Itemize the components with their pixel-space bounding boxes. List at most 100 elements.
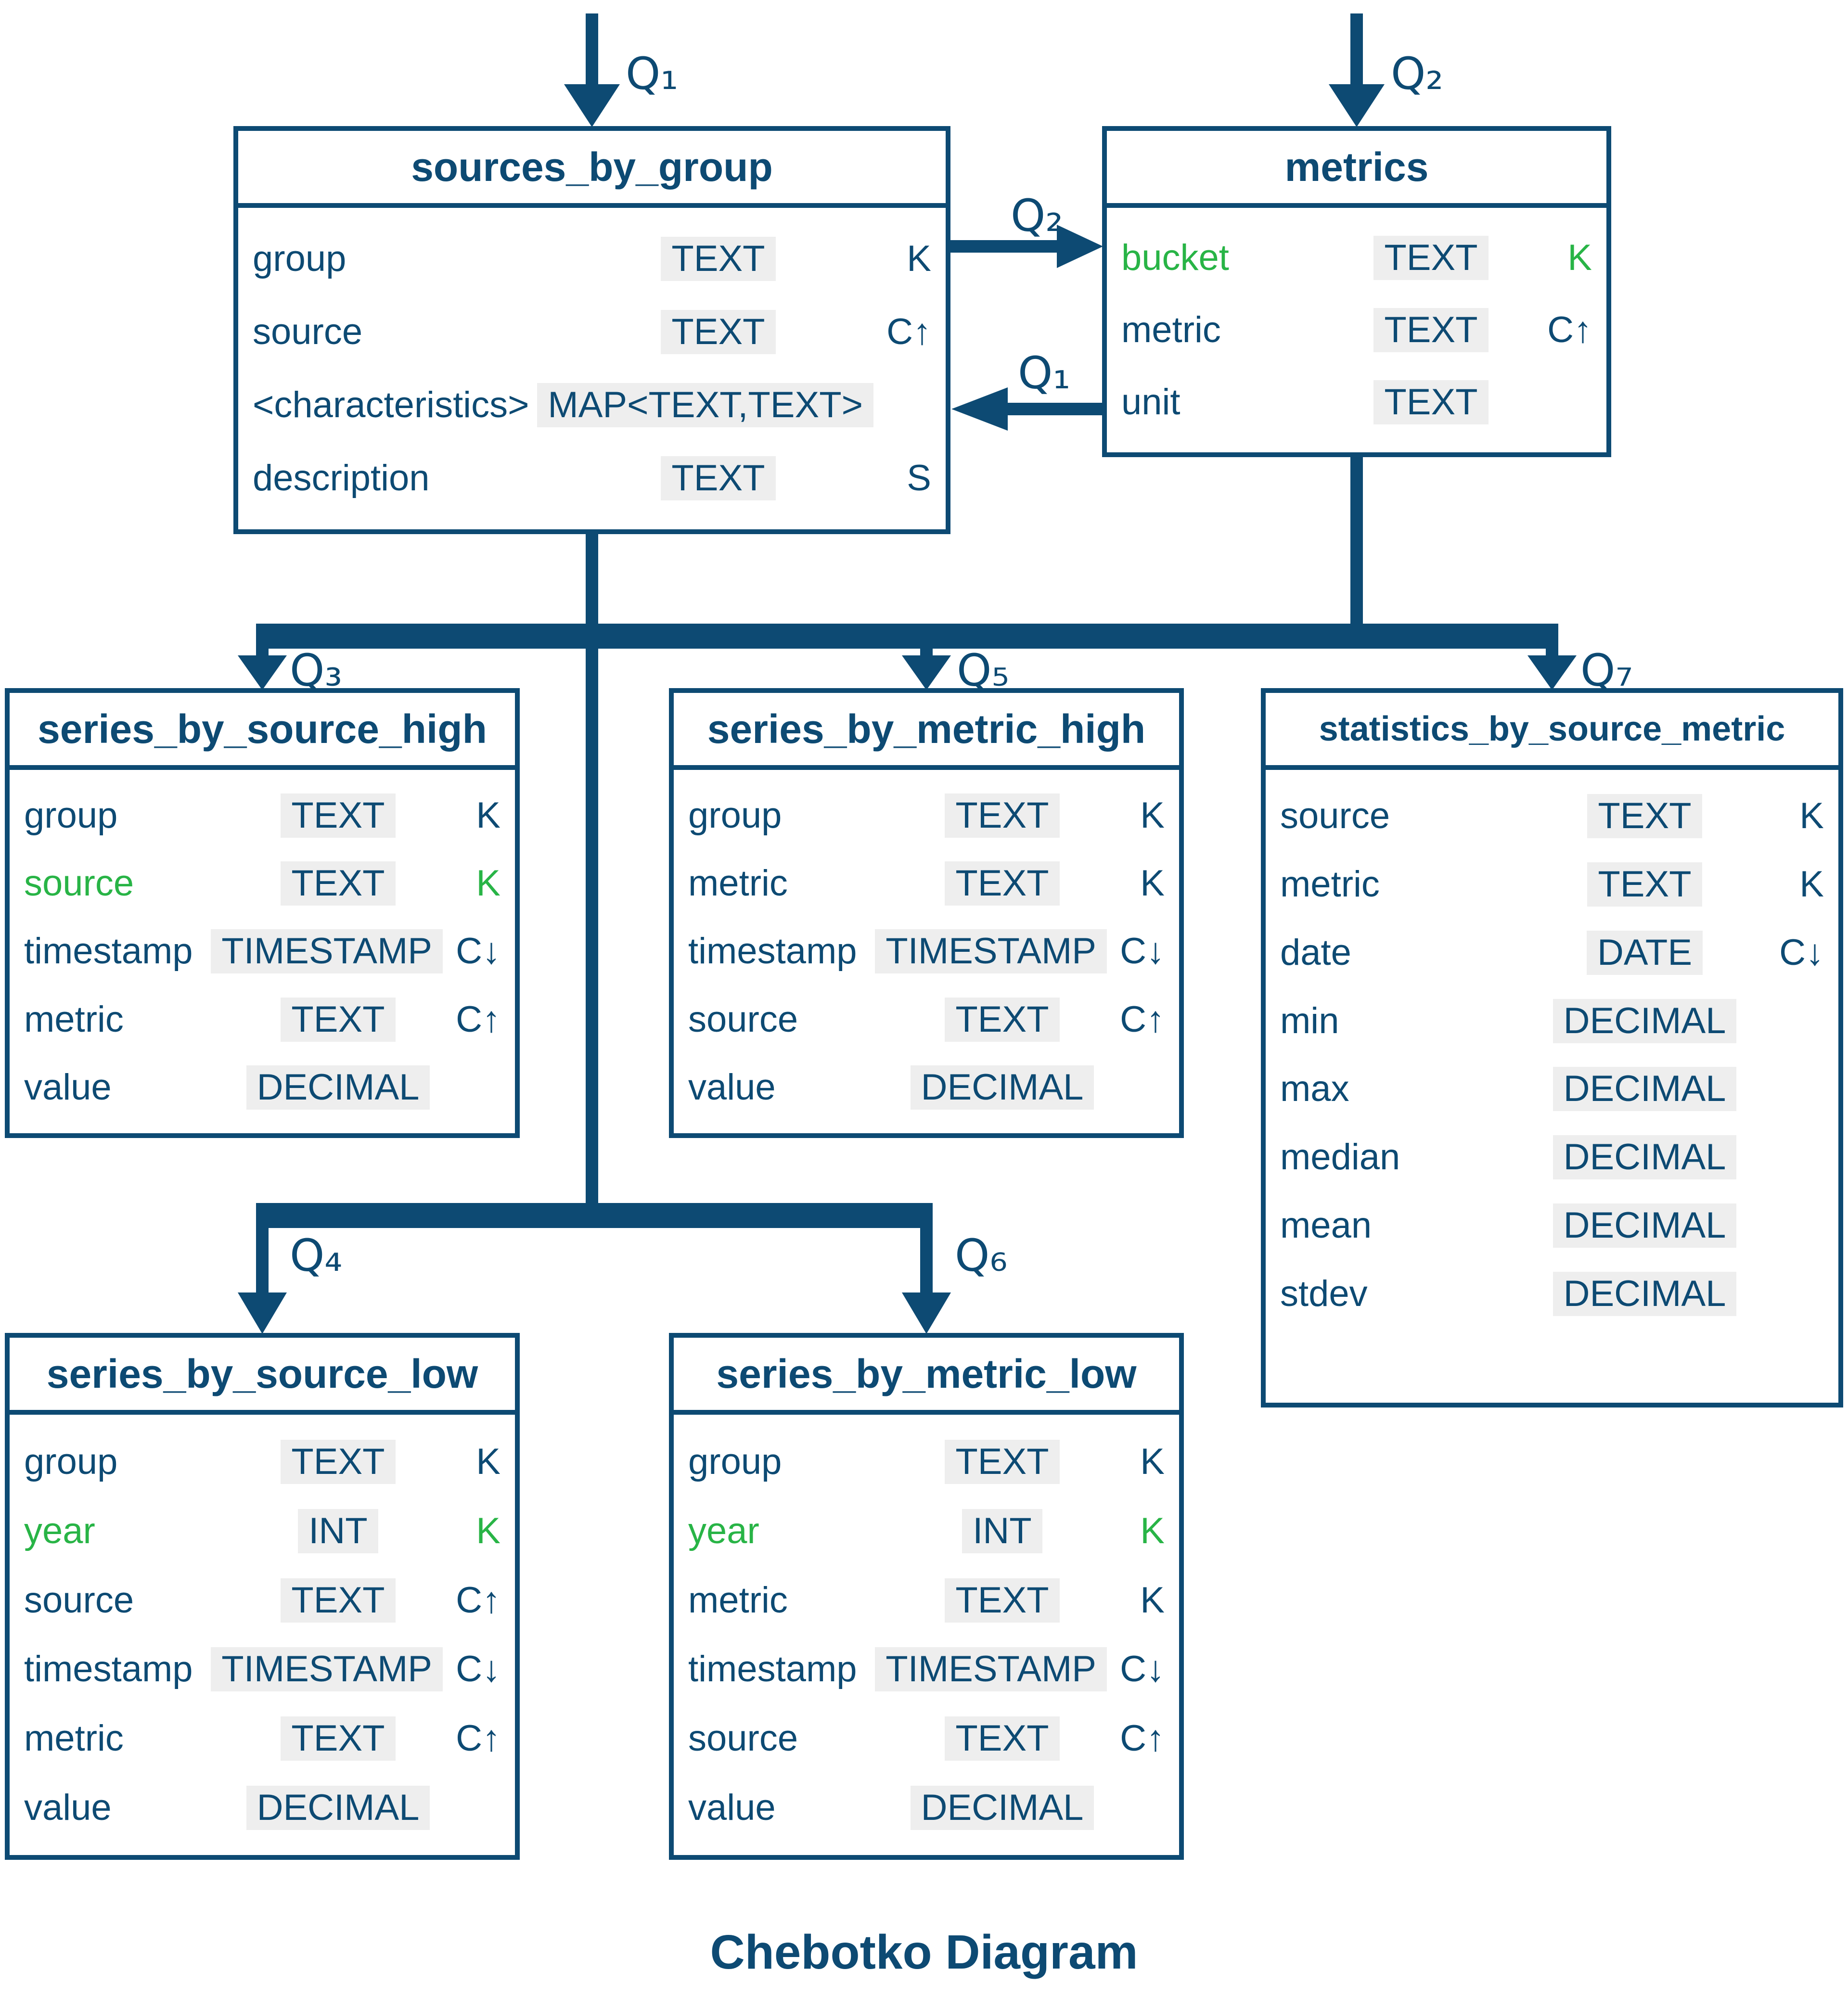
field-type: DECIMAL — [1523, 1272, 1766, 1316]
field-type: TEXT — [233, 997, 443, 1042]
field-type-chip: TEXT — [281, 861, 396, 906]
field-name: source — [253, 311, 363, 352]
field-type-chip: TEXT — [281, 997, 396, 1042]
field-type: TEXT — [898, 1439, 1107, 1484]
field-name: unit — [1121, 382, 1181, 422]
q7-arrow — [1527, 649, 1577, 690]
field-type: INT — [233, 1509, 443, 1553]
field-name: metric — [24, 1718, 124, 1759]
field-type-chip: DECIMAL — [1553, 1135, 1737, 1180]
field-row-group: group TEXT K — [674, 1439, 1179, 1484]
table-fields: group TEXT K source TEXT C↑ <characteristics> M… — [238, 208, 946, 529]
field-row-timestamp: timestamp TIMESTAMP C↓ — [674, 929, 1179, 974]
field-name: timestamp — [688, 1649, 857, 1690]
field-type: DECIMAL — [898, 1786, 1107, 1830]
field-type: TEXT — [563, 237, 873, 281]
field-row-timestamp: timestamp TIMESTAMP C↓ — [10, 1647, 515, 1692]
label-q7: Q₇ — [1580, 645, 1633, 696]
field-row-value: value DECIMAL — [674, 1065, 1179, 1110]
field-key-indicator: C↓ — [1779, 932, 1824, 973]
field-type: TEXT — [1523, 793, 1766, 838]
field-row-metric: metric TEXT K — [1266, 862, 1838, 907]
field-key-indicator: K — [476, 1441, 500, 1482]
field-type-chip: TEXT — [1587, 793, 1702, 838]
q1-cross-arrow — [951, 387, 1102, 431]
field-type-chip: TEXT — [945, 1716, 1060, 1761]
field-key-indicator: K — [476, 1510, 500, 1551]
field-name: timestamp — [688, 931, 857, 972]
field-type-chip: TIMESTAMP — [211, 929, 443, 974]
field-row-characteristics: <characteristics> MAP<TEXT,TEXT> — [238, 383, 946, 427]
field-name: source — [24, 1579, 134, 1621]
table-title: metrics — [1107, 131, 1606, 208]
field-type: DECIMAL — [233, 1065, 443, 1110]
table-title: series_by_source_low — [10, 1338, 515, 1415]
field-row-year: year INT K — [674, 1509, 1179, 1553]
label-q6: Q₆ — [955, 1230, 1008, 1281]
field-name: mean — [1280, 1205, 1372, 1246]
field-key-indicator: C↑ — [456, 1579, 500, 1621]
label-q3: Q₃ — [290, 645, 343, 696]
field-name: source — [688, 998, 798, 1040]
field-row-metric: metric TEXT K — [674, 861, 1179, 906]
field-row-max: max DECIMAL — [1266, 1067, 1838, 1112]
field-type-chip: INT — [962, 1509, 1042, 1553]
field-name: year — [688, 1510, 759, 1551]
q3-arrow — [238, 649, 287, 690]
field-type-chip: TEXT — [281, 1716, 396, 1761]
field-name: metric — [688, 863, 788, 904]
field-type-chip: TIMESTAMP — [875, 1647, 1107, 1692]
field-row-group: group TEXT K — [10, 1439, 515, 1484]
table-title: series_by_source_high — [10, 693, 515, 770]
field-row-value: value DECIMAL — [10, 1786, 515, 1830]
field-type: TEXT — [898, 1716, 1107, 1761]
field-type-chip: TIMESTAMP — [211, 1647, 443, 1692]
field-row-group: group TEXT K — [674, 793, 1179, 838]
field-type: DATE — [1523, 930, 1766, 975]
field-key-indicator: C↑ — [886, 311, 931, 352]
field-name: metric — [688, 1579, 788, 1621]
field-type: MAP<TEXT,TEXT> — [537, 383, 873, 427]
field-key-indicator: C↓ — [1120, 931, 1165, 972]
field-type-chip: MAP<TEXT,TEXT> — [537, 383, 873, 427]
field-row-date: date DATE C↓ — [1266, 930, 1838, 975]
field-type: TEXT — [898, 1578, 1107, 1623]
field-type-chip: TEXT — [945, 793, 1060, 838]
field-name: year — [24, 1510, 95, 1551]
field-type: TEXT — [563, 456, 873, 500]
label-q2-incoming: Q₂ — [1391, 48, 1444, 100]
field-name: value — [688, 1787, 776, 1829]
field-type: DECIMAL — [1523, 998, 1766, 1043]
label-q1-cross: Q₁ — [1018, 347, 1071, 399]
field-name: source — [1280, 795, 1390, 836]
field-type: DECIMAL — [233, 1786, 443, 1830]
field-name: max — [1280, 1068, 1349, 1110]
field-name: group — [688, 795, 782, 836]
field-key-indicator: K — [1140, 1441, 1165, 1482]
field-name: min — [1280, 1000, 1339, 1041]
field-type-chip: DECIMAL — [1553, 1203, 1737, 1248]
field-row-source: source TEXT K — [1266, 793, 1838, 838]
table-title: statistics_by_source_metric — [1266, 693, 1838, 770]
field-key-indicator: K — [1140, 863, 1165, 904]
field-type-chip: TEXT — [1373, 308, 1489, 352]
field-type-chip: TEXT — [1373, 236, 1489, 280]
field-type-chip: TEXT — [661, 237, 776, 281]
upper-bus-bar — [256, 624, 1558, 649]
field-key-indicator: K — [1140, 1579, 1165, 1621]
table-title: series_by_metric_low — [674, 1338, 1179, 1415]
field-type-chip: DECIMAL — [1553, 1067, 1737, 1112]
field-type-chip: DECIMAL — [246, 1065, 430, 1110]
field-type: TEXT — [1328, 380, 1534, 424]
field-row-group: group TEXT K — [238, 237, 946, 281]
q4-arrow — [238, 1228, 287, 1334]
field-name: timestamp — [24, 1649, 193, 1690]
field-name: <characteristics> — [253, 384, 529, 425]
field-row-mean: mean DECIMAL — [1266, 1203, 1838, 1248]
field-key-indicator: K — [476, 863, 500, 904]
